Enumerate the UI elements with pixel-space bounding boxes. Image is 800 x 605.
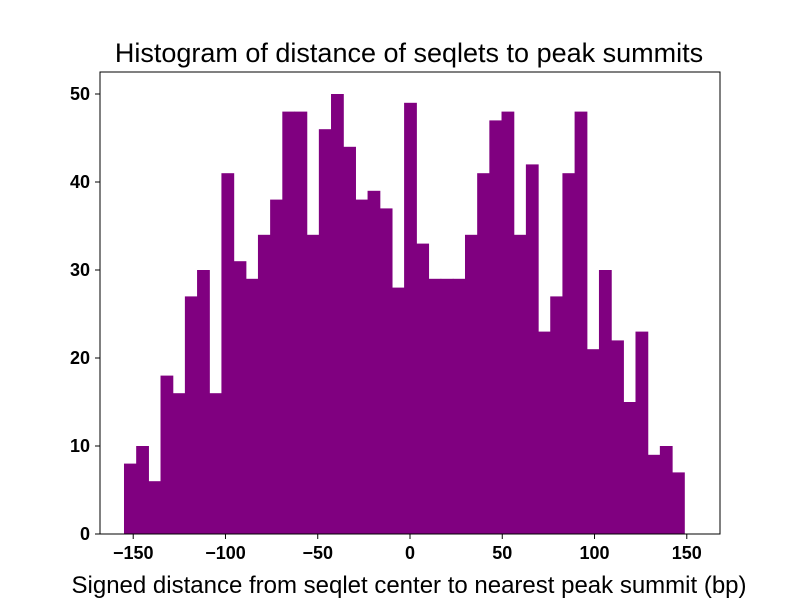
histogram-bar <box>148 481 162 534</box>
histogram-bar <box>659 446 673 534</box>
histogram-bar <box>123 463 137 534</box>
histogram-bar <box>379 208 393 534</box>
histogram-bar <box>525 164 539 534</box>
histogram-bar <box>197 270 210 534</box>
x-tick-label: −150 <box>113 543 154 563</box>
histogram-bar <box>635 331 649 534</box>
y-tick-label: 50 <box>70 84 90 104</box>
histogram-bar <box>245 278 259 534</box>
histogram-bar <box>270 199 283 534</box>
x-tick-label: 100 <box>580 543 610 563</box>
histogram-bar <box>221 173 235 534</box>
histogram-bar <box>367 190 381 535</box>
y-tick-label: 30 <box>70 260 90 280</box>
histogram-bar <box>136 446 149 534</box>
y-tick-label: 10 <box>70 436 90 456</box>
histogram-bar <box>172 393 186 534</box>
x-tick-label: 150 <box>672 543 702 563</box>
x-axis-ticks: −150 −100 −50 0 50 100 150 <box>113 534 702 563</box>
histogram-bar <box>306 234 320 535</box>
histogram-bar <box>343 146 356 535</box>
y-tick-label: 40 <box>70 172 90 192</box>
histogram-bar <box>452 278 466 534</box>
histogram-bar <box>257 234 271 535</box>
histogram-bar <box>574 111 588 534</box>
histogram-bar <box>416 243 430 534</box>
histogram-bar <box>598 270 612 534</box>
x-tick-label: 50 <box>492 543 512 563</box>
x-tick-label: −100 <box>205 543 246 563</box>
x-tick-label: −50 <box>302 543 333 563</box>
histogram-bar <box>611 340 624 534</box>
histogram-bar <box>513 234 527 535</box>
histogram-bar <box>672 472 685 534</box>
histogram-bar <box>404 102 417 535</box>
histogram-bar <box>294 111 308 534</box>
histogram-bar <box>282 111 296 534</box>
histogram-bar <box>464 234 478 535</box>
histogram-bar <box>477 173 490 534</box>
histogram-bar <box>586 349 600 534</box>
histogram-bar <box>355 199 369 534</box>
y-tick-label: 0 <box>80 524 90 544</box>
histogram-bar <box>440 278 454 534</box>
histogram-bar <box>489 120 503 535</box>
histogram-bar <box>562 173 576 534</box>
histogram-bar <box>550 296 564 534</box>
histogram-bar <box>331 94 344 534</box>
histogram-bar <box>184 296 198 534</box>
histogram-bar <box>209 393 223 534</box>
histogram-bar <box>538 331 551 534</box>
histogram-bar <box>233 261 247 534</box>
histogram-bar <box>647 454 661 534</box>
x-tick-label: 0 <box>405 543 415 563</box>
chart-title: Histogram of distance of seqlets to peak… <box>115 38 703 68</box>
histogram-bar <box>428 278 442 534</box>
x-axis-label: Signed distance from seqlet center to ne… <box>72 572 747 599</box>
histogram-bar <box>623 402 637 534</box>
y-tick-label: 20 <box>70 348 90 368</box>
histogram-bar <box>160 375 174 534</box>
bars-layer <box>123 94 685 535</box>
y-axis-ticks: 0 10 20 30 40 50 <box>70 84 100 544</box>
histogram-bar <box>501 111 515 534</box>
histogram-bar <box>318 129 332 534</box>
histogram-bar <box>391 287 405 534</box>
